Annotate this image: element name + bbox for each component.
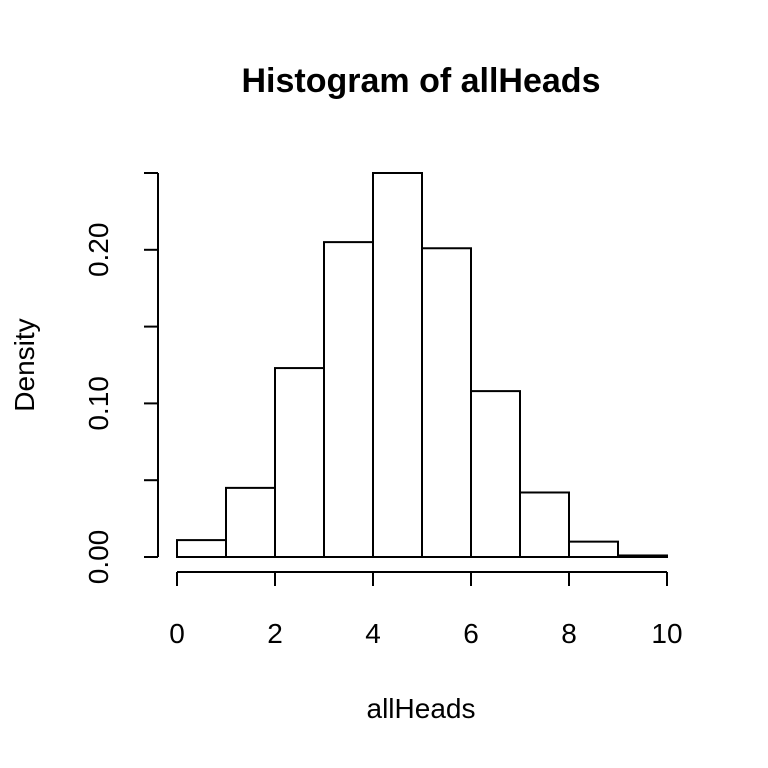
chart-title: Histogram of allHeads bbox=[242, 62, 601, 100]
x-axis: 0 2 4 6 8 10 bbox=[169, 571, 683, 649]
bars-group bbox=[176, 172, 668, 559]
histogram-bar bbox=[176, 539, 227, 559]
y-axis-label: Density bbox=[9, 318, 40, 411]
y-axis: 0.00 0.10 0.20 bbox=[83, 172, 159, 585]
histogram-bar bbox=[274, 367, 325, 558]
x-tick-label: 0 bbox=[169, 618, 185, 649]
x-tick-label: 8 bbox=[561, 618, 577, 649]
y-tick-label: 0.10 bbox=[83, 376, 114, 431]
histogram-bar bbox=[519, 491, 570, 559]
x-axis-label: allHeads bbox=[367, 693, 476, 724]
histogram-bar bbox=[617, 554, 668, 558]
histogram-bar bbox=[372, 172, 423, 558]
histogram-bar bbox=[470, 390, 521, 558]
x-tick-label: 2 bbox=[267, 618, 283, 649]
x-tick-label: 4 bbox=[365, 618, 381, 649]
histogram-bar bbox=[225, 486, 276, 559]
y-tick-label: 0.20 bbox=[83, 223, 114, 277]
histogram-bar bbox=[421, 247, 472, 558]
histogram-bar bbox=[323, 241, 374, 558]
x-tick-label: 10 bbox=[651, 618, 682, 649]
x-tick-label: 6 bbox=[463, 618, 479, 649]
y-tick-label: 0.00 bbox=[83, 530, 114, 585]
histogram-bar bbox=[568, 540, 619, 559]
